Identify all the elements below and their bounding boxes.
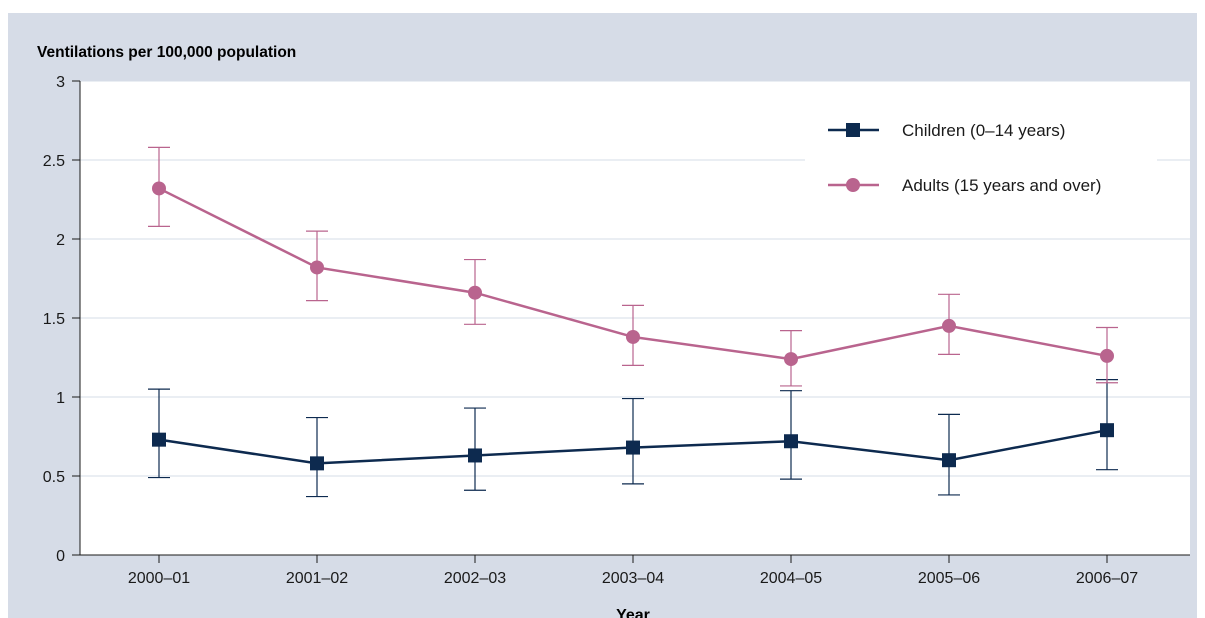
adults-data-point (468, 285, 482, 300)
legend-label: Adults (15 years and over) (902, 176, 1101, 195)
legend-box (805, 105, 1157, 215)
adults-data-point (1100, 348, 1114, 363)
x-tick-label: 2000–01 (128, 570, 190, 587)
children-data-point (152, 432, 166, 447)
children-data-point (942, 453, 956, 468)
legend-circle-marker (846, 178, 860, 192)
y-tick-label: 0.5 (43, 469, 65, 486)
y-axis-label: Ventilations per 100,000 population (37, 44, 296, 61)
adults-data-point (152, 181, 166, 196)
children-data-point (310, 456, 324, 471)
adults-data-point (784, 352, 798, 367)
children-data-point (626, 440, 640, 455)
legend-label: Children (0–14 years) (902, 121, 1065, 140)
legend-square-marker (846, 123, 860, 137)
x-tick-label: 2003–04 (602, 570, 664, 587)
x-tick-label: 2006–07 (1076, 570, 1138, 587)
y-tick-label: 1 (56, 390, 65, 407)
y-tick-label: 1.5 (43, 311, 65, 328)
y-tick-label: 3 (56, 74, 65, 91)
x-tick-label: 2005–06 (918, 570, 980, 587)
children-data-point (784, 434, 798, 449)
x-tick-label: 2004–05 (760, 570, 822, 587)
adults-data-point (942, 318, 956, 333)
x-tick-label: 2001–02 (286, 570, 348, 587)
y-tick-label: 2.5 (43, 153, 65, 170)
x-tick-label: 2002–03 (444, 570, 506, 587)
y-tick-label: 0 (56, 548, 65, 565)
children-data-point (1100, 423, 1114, 438)
y-tick-label: 2 (56, 232, 65, 249)
adults-data-point (626, 329, 640, 344)
children-data-point (468, 448, 482, 463)
x-axis-label: Year (616, 607, 650, 618)
adults-data-point (310, 260, 324, 275)
